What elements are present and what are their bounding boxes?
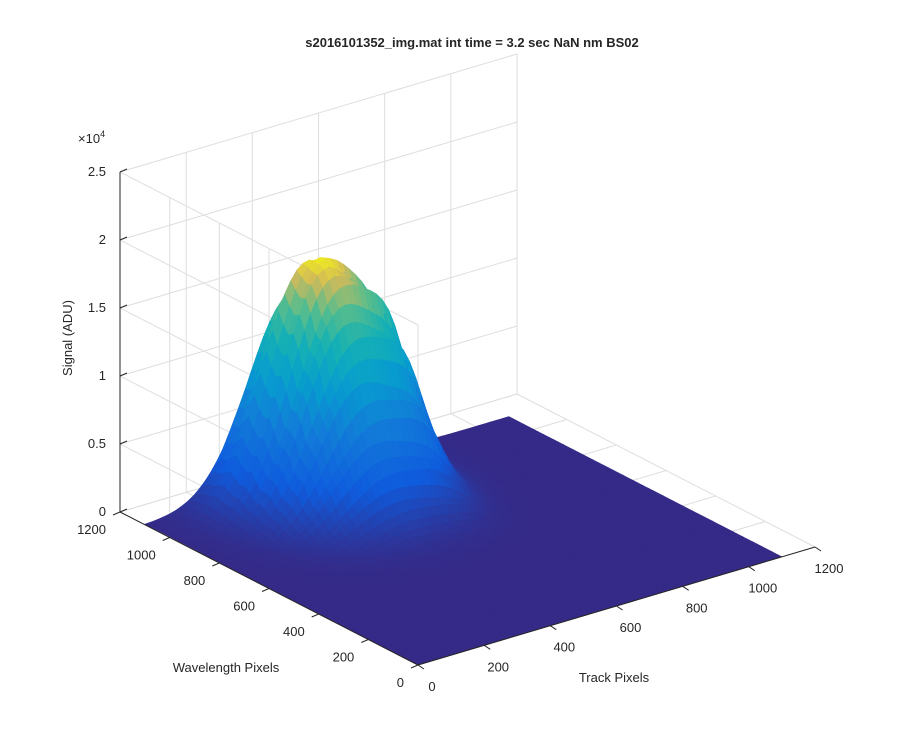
x-tick-label-1: 200 (487, 659, 509, 674)
y-tick-label-1: 200 (333, 650, 355, 665)
x-tick-mark-0 (417, 664, 425, 670)
z-tick-mark-0 (119, 508, 128, 513)
x-tick-label-0: 0 (428, 679, 435, 694)
z-exponent-power: 4 (100, 129, 105, 139)
y-tick-label-5: 1000 (127, 548, 156, 563)
z-tick-label-0: 0 (99, 504, 106, 519)
z-tick-mark-5 (119, 168, 128, 173)
y-tick-mark-4 (212, 562, 220, 567)
grid-line-backwall-xz-5 (119, 53, 518, 173)
z-exponent-base: ×10 (78, 131, 100, 146)
x-tick-mark-4 (682, 585, 689, 591)
z-tick-label-2: 1 (99, 368, 106, 383)
grid-line-backwall-xz-3 (119, 189, 518, 309)
y-axis-label: Wavelength Pixels (173, 660, 280, 675)
y-tick-label-4: 800 (184, 573, 206, 588)
y-tick-mark-5 (162, 537, 170, 541)
x-tick-label-6: 1200 (815, 561, 844, 576)
axis-layer: 0200400600800100012000200400600800100012… (77, 164, 843, 694)
y-tick-mark-1 (361, 639, 369, 643)
x-tick-mark-1 (483, 644, 491, 650)
x-tick-mark-6 (814, 546, 822, 552)
z-tick-label-1: 0.5 (88, 436, 106, 451)
x-tick-label-2: 400 (553, 640, 575, 655)
y-tick-mark-0 (410, 664, 419, 669)
z-tick-mark-2 (119, 372, 128, 377)
z-tick-label-4: 2 (99, 232, 106, 247)
y-tick-label-0: 0 (397, 675, 404, 690)
grid-line-backwall-xz-4 (119, 121, 518, 241)
surface-layer (144, 257, 783, 666)
z-tick-label-3: 1.5 (88, 300, 106, 315)
x-tick-mark-3 (616, 605, 623, 611)
z-tick-label-5: 2.5 (88, 164, 106, 179)
y-tick-label-2: 400 (283, 624, 305, 639)
chart-title: s2016101352_img.mat int time = 3.2 sec N… (305, 35, 639, 50)
x-tick-label-4: 800 (686, 600, 708, 615)
x-tick-mark-5 (748, 566, 756, 572)
y-tick-label-6: 1200 (77, 522, 106, 537)
z-exponent: ×104 (78, 129, 105, 146)
z-tick-mark-3 (119, 304, 128, 309)
z-tick-mark-1 (119, 440, 128, 445)
x-tick-label-3: 600 (620, 620, 642, 635)
y-tick-mark-2 (311, 613, 319, 618)
y-tick-mark-3 (261, 588, 270, 592)
label-layer: s2016101352_img.mat int time = 3.2 sec N… (60, 35, 650, 685)
y-tick-mark-6 (112, 511, 121, 516)
z-axis-label: Signal (ADU) (60, 300, 75, 376)
x-axis-label: Track Pixels (579, 670, 650, 685)
y-tick-label-3: 600 (233, 599, 255, 614)
x-tick-label-5: 1000 (748, 581, 777, 596)
z-tick-mark-4 (119, 236, 128, 241)
x-tick-mark-2 (550, 625, 557, 631)
